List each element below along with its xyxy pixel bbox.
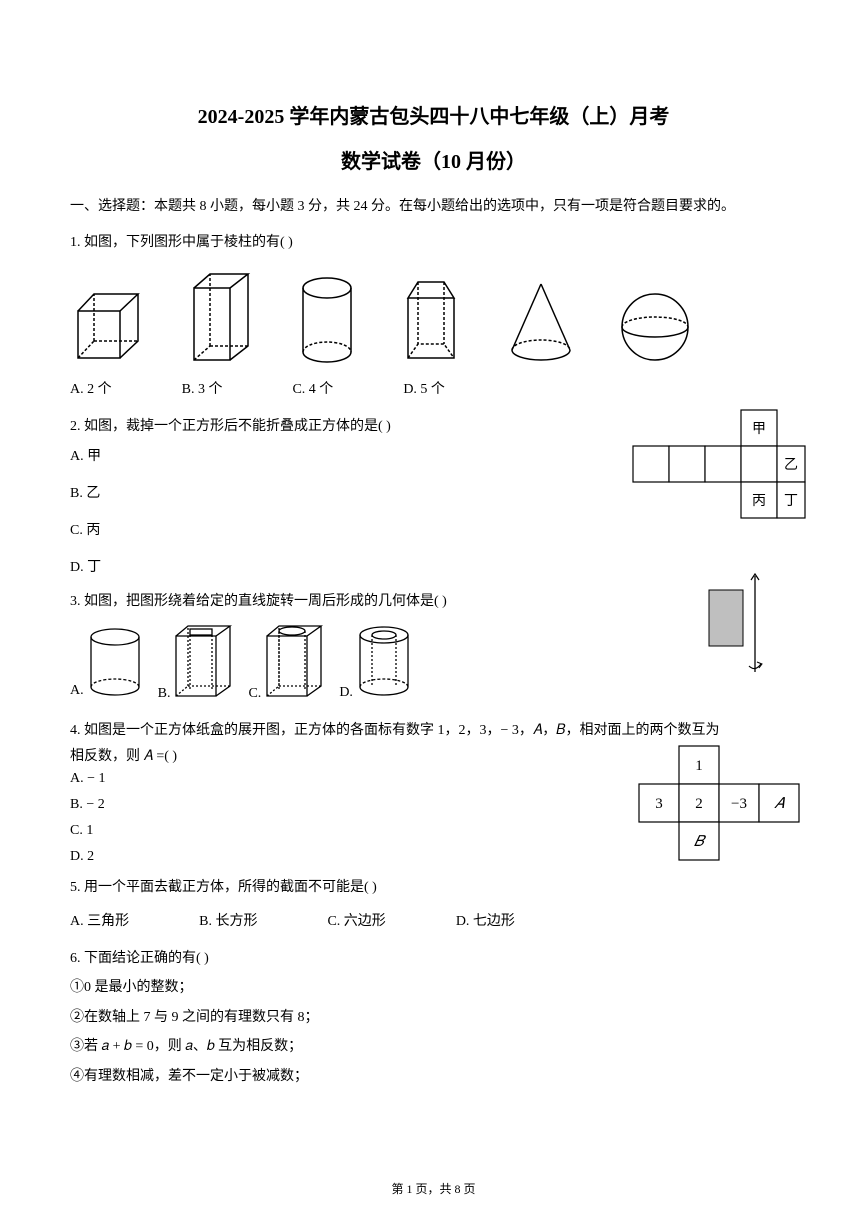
q1-opt-a: A. 2 个	[70, 378, 112, 398]
shape-cylinder-icon	[296, 274, 358, 366]
title-line1: 2024-2025 学年内蒙古包头四十八中七年级（上）月考	[70, 100, 797, 129]
q3-opt-d-icon	[353, 623, 415, 701]
svg-text:甲: 甲	[752, 422, 766, 437]
q4-container: 4. 如图是一个正方体纸盒的展开图，正方体的各面标有数字 1，2，3，− 3，𝐴…	[70, 718, 797, 865]
section-header: 一、选择题：本题共 8 小题，每小题 3 分，共 24 分。在每小题给出的选项中…	[70, 196, 797, 218]
q5-opt-b: B. 长方形	[199, 910, 257, 930]
page-footer: 第 1 页，共 8 页	[0, 1180, 867, 1197]
q1-text: 1. 如图，下列图形中属于棱柱的有( )	[70, 230, 797, 255]
q1-opt-c: C. 4 个	[292, 378, 333, 398]
svg-text:1: 1	[695, 758, 703, 774]
q6-s2: ②在数轴上 7 与 9 之间的有理数只有 8；	[70, 1003, 797, 1032]
shape-cone-icon	[504, 278, 578, 366]
q4-text1: 4. 如图是一个正方体纸盒的展开图，正方体的各面标有数字 1，2，3，− 3，𝐴…	[70, 718, 797, 745]
svg-text:𝐴: 𝐴	[774, 796, 785, 812]
q3-opt-c-label: C.	[248, 686, 261, 702]
q1-opt-b: B. 3 个	[182, 378, 223, 398]
q3-opt-a-icon	[84, 625, 146, 699]
q5-opt-a: A. 三角形	[70, 910, 129, 930]
q1-shapes-row	[70, 268, 797, 366]
q4-figure: 1 3 2 −3 𝐴 𝐵	[627, 742, 807, 877]
q1-options: A. 2 个 B. 3 个 C. 4 个 D. 5 个	[70, 378, 797, 398]
svg-text:丙: 丙	[752, 494, 766, 509]
shape-tri-prism-icon	[396, 274, 466, 366]
q3-container: 3. 如图，把图形绕着给定的直线旋转一周后形成的几何体是( ) A. B.	[70, 590, 797, 702]
q1-opt-d: D. 5 个	[403, 378, 445, 398]
q5-opt-c: C. 六边形	[327, 910, 385, 930]
q6-s4: ④有理数相减，差不一定小于被减数；	[70, 1062, 797, 1091]
shape-rect-prism-icon	[186, 268, 258, 366]
svg-text:−3: −3	[731, 796, 747, 812]
q3-opt-b-icon	[170, 622, 236, 702]
q3-options: A. B.	[70, 622, 797, 702]
q3-opt-b-label: B.	[158, 686, 171, 702]
q2-figure: 甲 乙 丙 丁	[627, 406, 807, 543]
svg-text:乙: 乙	[784, 457, 798, 473]
svg-text:3: 3	[655, 796, 663, 812]
svg-text:2: 2	[695, 796, 703, 812]
q3-text: 3. 如图，把图形绕着给定的直线旋转一周后形成的几何体是( )	[70, 590, 797, 610]
q3-opt-c-icon	[261, 622, 327, 702]
q3-opt-d-label: D.	[339, 685, 353, 701]
title-line2: 数学试卷（10 月份）	[70, 145, 797, 174]
q5-options: A. 三角形 B. 长方形 C. 六边形 D. 七边形	[70, 910, 797, 930]
q6-s1: ①0 是最小的整数；	[70, 973, 797, 1002]
q2-opt-d: D. 丁	[70, 553, 797, 584]
q6-s3: ③若 𝑎 + 𝑏 = 0，则 𝑎、𝑏 互为相反数；	[70, 1032, 797, 1061]
q6-text: 6. 下面结论正确的有( )	[70, 944, 797, 973]
shape-sphere-icon	[616, 288, 694, 366]
q2-container: 2. 如图，裁掉一个正方形后不能折叠成正方体的是( ) A. 甲 B. 乙 C.…	[70, 412, 797, 584]
svg-text:丁: 丁	[784, 494, 798, 509]
q5-text: 5. 用一个平面去截正方体，所得的截面不可能是( )	[70, 875, 797, 900]
q3-opt-a-label: A.	[70, 683, 84, 699]
q6-container: 6. 下面结论正确的有( ) ①0 是最小的整数； ②在数轴上 7 与 9 之间…	[70, 944, 797, 1091]
q3-figure	[695, 572, 785, 687]
shape-cube-icon	[70, 286, 148, 366]
q5-opt-d: D. 七边形	[456, 910, 515, 930]
